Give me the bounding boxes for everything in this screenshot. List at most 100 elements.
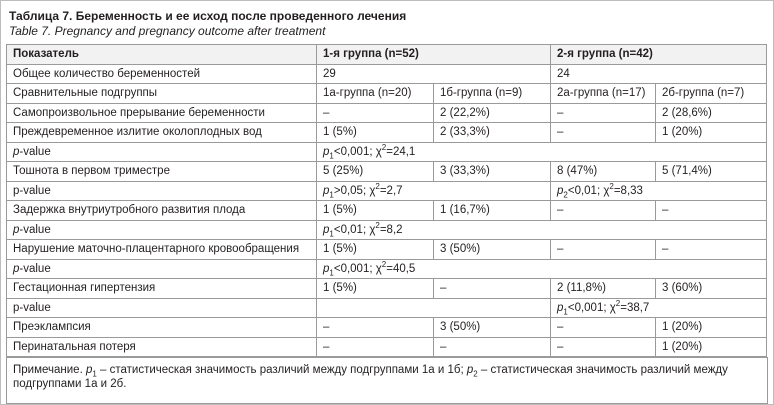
table-cell: 1 (5%) xyxy=(316,122,434,143)
table-cell: 3 (50%) xyxy=(433,239,551,260)
text-italic: p xyxy=(13,223,20,236)
table-cell: – xyxy=(550,317,656,338)
table-cell: 1а-группа (n=20) xyxy=(316,83,434,104)
table-cell: 29 xyxy=(316,63,551,84)
table-subtitle: Table 7. Pregnancy and pregnancy outcome… xyxy=(9,24,326,38)
table-cell: 3 (50%) xyxy=(433,317,551,338)
table-row: Общее количество беременностей 29 24 xyxy=(6,63,767,84)
table-cell: Гестационная гипертензия xyxy=(6,278,317,299)
table-cell: 2 (22,2%) xyxy=(433,102,551,123)
table-row: Нарушение маточно-плацентарного кровообр… xyxy=(6,239,767,260)
table-cell: p1<0,001; χ2=24,1 xyxy=(316,141,767,162)
text: – статистическая значимость различий меж… xyxy=(96,364,467,376)
subscript: 1 xyxy=(329,268,334,278)
table-cell: 24 xyxy=(550,63,767,84)
text: – статистическая значимость различий меж… xyxy=(13,364,728,390)
table-row: Тошнота в первом триместре 5 (25%) 3 (33,3… xyxy=(6,161,767,182)
table-cell: – xyxy=(316,317,434,338)
text-italic: p xyxy=(323,262,330,275)
table-cell: – xyxy=(316,102,434,123)
table-cell: – xyxy=(655,200,767,221)
text: =38,7 xyxy=(620,301,650,314)
superscript: 2 xyxy=(615,298,621,308)
table-cell: Самопроизвольное прерывание беременности xyxy=(6,102,317,123)
table-cell: – xyxy=(550,239,656,260)
table-row: Задержка внутриутробного развития плода 1… xyxy=(6,200,767,221)
element: Показатель 1-я группа (n=52) 2-я группа (n… xyxy=(6,44,767,357)
table-cell: p1<0,001; χ2=40,5 xyxy=(316,258,767,279)
text: <0,01; χ xyxy=(333,223,376,236)
subscript: 1 xyxy=(563,307,568,317)
text-italic: p xyxy=(557,301,564,314)
table-cell: 3 (33,3%) xyxy=(433,161,551,182)
subscript: 1 xyxy=(329,190,334,200)
table-cell: p1<0,01; χ2=8,2 xyxy=(316,219,767,240)
table-note: Примечание. p1 – статистическая значимос… xyxy=(6,357,768,404)
header-cell: 1-я группа (n=52) xyxy=(316,44,551,65)
table-row: Преждевременное излитие околоплодных вод… xyxy=(6,122,767,143)
table-cell: p1<0,001; χ2=38,7 xyxy=(550,297,767,318)
table-cell: p-value xyxy=(6,219,317,240)
table-cell: 5 (25%) xyxy=(316,161,434,182)
table-row: Перинатальная потеря – – –1 (20%) xyxy=(6,336,767,357)
table-cell: 1 (5%) xyxy=(316,200,434,221)
table-cell: p-value xyxy=(6,297,317,318)
text: -value xyxy=(19,223,51,236)
table-cell: p-value xyxy=(6,258,317,279)
superscript: 2 xyxy=(609,181,614,191)
table-cell: – xyxy=(550,122,656,143)
text-italic: p xyxy=(85,364,93,376)
table-cell: 2 (28,6%) xyxy=(655,102,767,123)
text: <0,01; χ xyxy=(567,184,610,197)
text-italic: p xyxy=(323,145,330,158)
table-cell: 2а-группа (n=17) xyxy=(550,83,656,104)
subscript: 1 xyxy=(329,151,334,161)
table-cell: – xyxy=(316,336,434,357)
text: -value xyxy=(19,262,51,275)
text: <0,001; χ xyxy=(333,145,382,158)
table-cell: Перинатальная потеря xyxy=(6,336,317,357)
subscript: 2 xyxy=(473,369,478,379)
table-cell: – xyxy=(550,336,656,357)
table-cell: – xyxy=(550,200,656,221)
table-cell: Преждевременное излитие околоплодных вод xyxy=(6,122,317,143)
text: <0,001; χ xyxy=(333,262,382,275)
table-row: p-value p1<0,001; χ2=24,1 xyxy=(6,141,767,162)
table-cell: Сравнительные подгруппы xyxy=(6,83,317,104)
table-cell: Общее количество беременностей xyxy=(6,63,317,84)
text-italic: p xyxy=(557,184,564,197)
table-row: Самопроизвольное прерывание беременности… xyxy=(6,102,767,123)
text-italic: p xyxy=(323,223,330,236)
text-italic: p xyxy=(466,364,474,376)
text: =2,7 xyxy=(379,184,403,197)
text: -value xyxy=(19,145,51,158)
table-row: Сравнительные подгруппы 1а-группа (n=20) 1… xyxy=(6,83,767,104)
table-row: Преэклампсия –3 (50%) –1 (20%) xyxy=(6,317,767,338)
table-cell: – xyxy=(550,102,656,123)
table-cell: 3 (60%) xyxy=(655,278,767,299)
header-cell: Показатель xyxy=(6,44,317,65)
text: =24,1 xyxy=(386,145,416,158)
text: =40,5 xyxy=(386,262,416,275)
text: <0,001; χ xyxy=(567,301,616,314)
table-cell: 1 (20%) xyxy=(655,122,767,143)
table-cell: 2 (33,3%) xyxy=(433,122,551,143)
text: Примечание. xyxy=(13,364,86,376)
table-cell: 2б-группа (n=7) xyxy=(655,83,767,104)
text-italic: p xyxy=(323,184,330,197)
table-cell: p1>0,05; χ2=2,7 xyxy=(316,180,551,201)
subscript: 1 xyxy=(329,229,334,239)
table-cell: 2 (11,8%) xyxy=(550,278,656,299)
text-italic: p xyxy=(13,145,20,158)
table-cell: – xyxy=(433,336,551,357)
table-cell: 1 (5%) xyxy=(316,239,434,260)
table-row: Показатель 1-я группа (n=52) 2-я группа (n… xyxy=(6,44,767,65)
table-cell: Нарушение маточно-плацентарного кровообр… xyxy=(6,239,317,260)
table: Показатель 1-я группа (n=52) 2-я группа (n… xyxy=(6,44,767,357)
table-cell: Преэклампсия xyxy=(6,317,317,338)
table-cell: p-value xyxy=(6,141,317,162)
table-cell xyxy=(316,297,551,318)
text: >0,05; χ xyxy=(333,184,376,197)
superscript: 2 xyxy=(381,259,387,269)
